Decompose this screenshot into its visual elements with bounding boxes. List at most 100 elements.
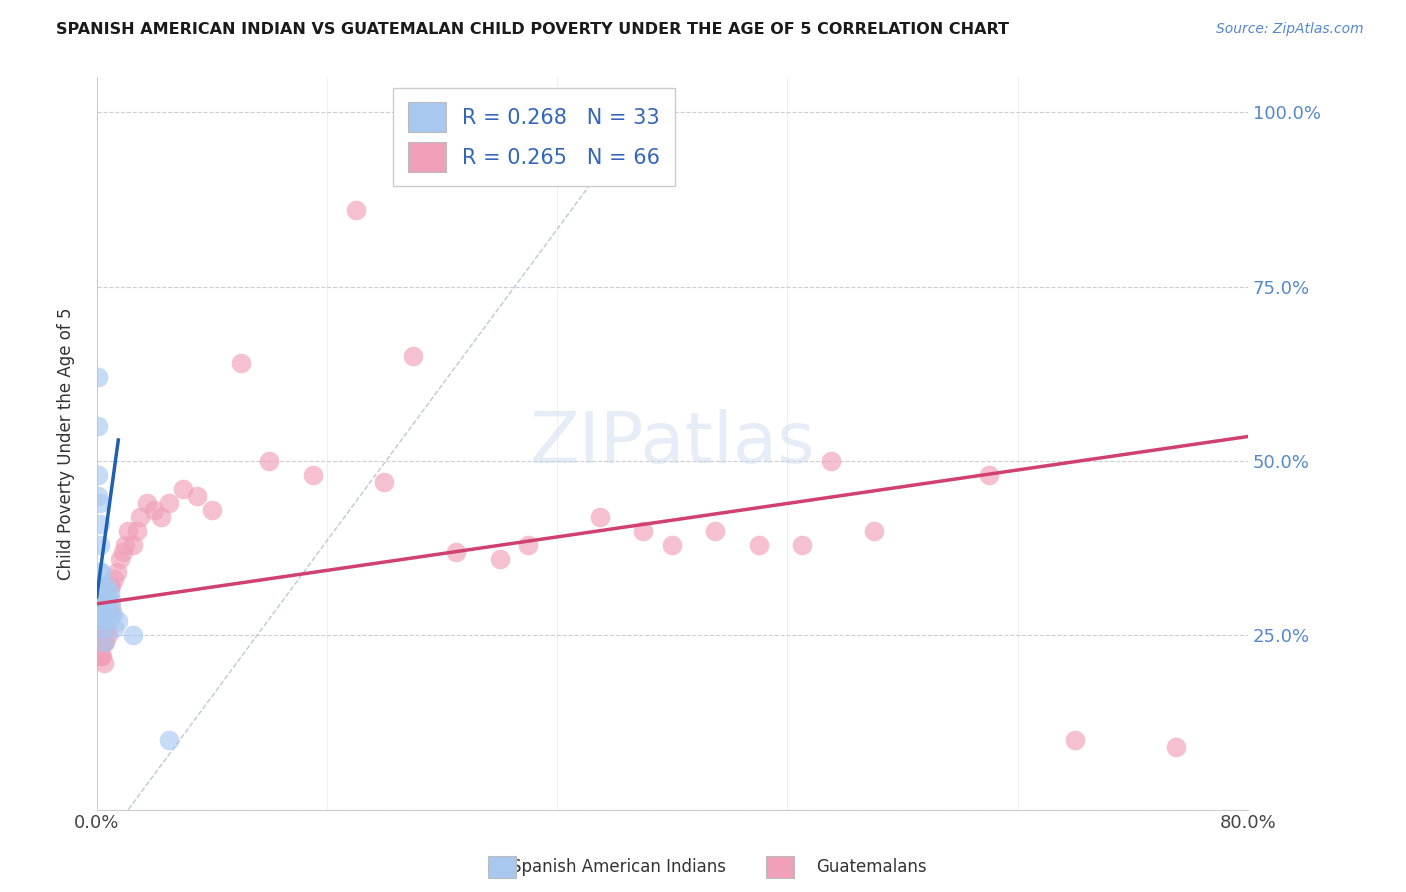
- Legend: R = 0.268   N = 33, R = 0.265   N = 66: R = 0.268 N = 33, R = 0.265 N = 66: [394, 87, 675, 186]
- Point: [91, 593, 114, 607]
- Point: [94, 621, 117, 635]
- Point: [87, 635, 110, 649]
- Point: [97, 593, 120, 607]
- Point: [402, 349, 425, 363]
- Point: [344, 202, 367, 217]
- Point: [87, 370, 110, 384]
- Point: [125, 524, 148, 538]
- Point: [748, 538, 770, 552]
- Point: [90, 566, 112, 580]
- Point: [91, 649, 114, 664]
- Point: [108, 551, 131, 566]
- Text: SPANISH AMERICAN INDIAN VS GUATEMALAN CHILD POVERTY UNDER THE AGE OF 5 CORRELATI: SPANISH AMERICAN INDIAN VS GUATEMALAN CH…: [56, 22, 1010, 37]
- Point: [90, 593, 112, 607]
- Y-axis label: Child Poverty Under the Age of 5: Child Poverty Under the Age of 5: [58, 307, 75, 580]
- Point: [93, 635, 115, 649]
- Point: [259, 454, 281, 468]
- Point: [117, 524, 139, 538]
- Point: [589, 509, 612, 524]
- Point: [111, 544, 134, 558]
- Point: [103, 573, 125, 587]
- Point: [107, 615, 129, 629]
- Point: [94, 607, 117, 622]
- Point: [128, 509, 150, 524]
- Point: [97, 628, 120, 642]
- Point: [96, 593, 118, 607]
- Point: [93, 656, 115, 670]
- Point: [229, 356, 252, 370]
- Point: [96, 593, 118, 607]
- Point: [90, 621, 112, 635]
- Point: [150, 509, 173, 524]
- Point: [114, 538, 136, 552]
- Point: [90, 579, 112, 593]
- Point: [91, 607, 114, 622]
- Point: [100, 593, 122, 607]
- Point: [89, 566, 111, 580]
- Point: [96, 607, 118, 622]
- Point: [89, 628, 111, 642]
- Point: [301, 467, 323, 482]
- Point: [172, 482, 194, 496]
- Point: [93, 615, 115, 629]
- Text: Spanish American Indians: Spanish American Indians: [512, 858, 725, 876]
- Point: [91, 579, 114, 593]
- Point: [100, 607, 122, 622]
- Point: [98, 607, 121, 622]
- Point: [91, 607, 114, 622]
- Point: [87, 419, 110, 434]
- Point: [143, 502, 166, 516]
- Point: [89, 649, 111, 664]
- Point: [100, 600, 122, 615]
- Point: [87, 489, 110, 503]
- Point: [94, 635, 117, 649]
- Point: [862, 524, 884, 538]
- Point: [661, 538, 683, 552]
- Point: [704, 524, 727, 538]
- Point: [1164, 739, 1187, 754]
- Point: [517, 538, 540, 552]
- Point: [121, 538, 143, 552]
- Point: [98, 579, 121, 593]
- Point: [93, 607, 115, 622]
- Point: [90, 635, 112, 649]
- Point: [89, 496, 111, 510]
- Point: [90, 615, 112, 629]
- Point: [89, 516, 111, 531]
- Text: Guatemalans: Guatemalans: [817, 858, 927, 876]
- Point: [94, 607, 117, 622]
- Point: [157, 496, 180, 510]
- Point: [373, 475, 395, 489]
- Point: [93, 621, 115, 635]
- Point: [91, 635, 114, 649]
- Point: [105, 566, 128, 580]
- Point: [93, 593, 115, 607]
- Point: [1064, 732, 1087, 747]
- Point: [89, 538, 111, 552]
- Point: [94, 593, 117, 607]
- Point: [90, 607, 112, 622]
- Point: [633, 524, 655, 538]
- Point: [446, 544, 468, 558]
- Point: [977, 467, 1000, 482]
- Point: [93, 635, 115, 649]
- Text: ZIPatlas: ZIPatlas: [530, 409, 815, 478]
- Point: [87, 615, 110, 629]
- Point: [186, 489, 208, 503]
- Point: [157, 732, 180, 747]
- Point: [97, 607, 120, 622]
- Point: [121, 628, 143, 642]
- Point: [96, 621, 118, 635]
- Point: [90, 615, 112, 629]
- Point: [790, 538, 813, 552]
- Point: [201, 502, 224, 516]
- Text: Source: ZipAtlas.com: Source: ZipAtlas.com: [1216, 22, 1364, 37]
- Point: [98, 586, 121, 600]
- Point: [90, 649, 112, 664]
- Point: [136, 496, 159, 510]
- Point: [87, 467, 110, 482]
- Point: [488, 551, 510, 566]
- Point: [96, 579, 118, 593]
- Point: [97, 593, 120, 607]
- Point: [89, 621, 111, 635]
